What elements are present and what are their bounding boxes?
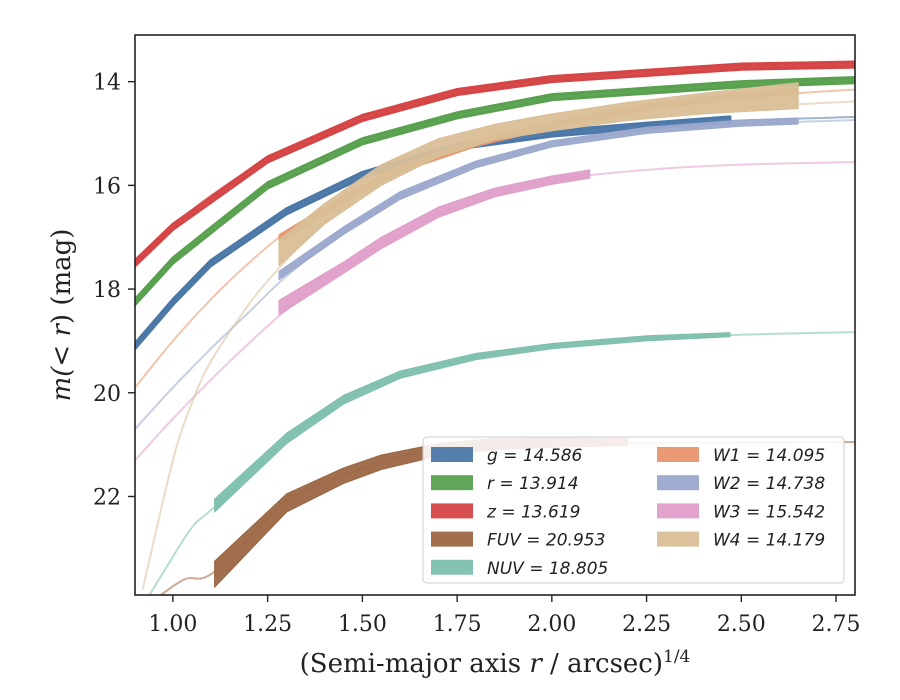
series-w2-band <box>278 117 799 281</box>
legend-swatch-w3 <box>657 503 699 519</box>
legend-label-w3: W3 = 15.542 <box>713 502 825 522</box>
x-tick-label: 2.00 <box>527 612 576 637</box>
x-tick-label: 2.50 <box>717 612 766 637</box>
legend-label-w4: W4 = 14.179 <box>713 531 825 551</box>
series-nuv-band <box>214 332 731 513</box>
x-tick-label: 1.75 <box>433 612 482 637</box>
y-tick-label: 18 <box>93 278 121 303</box>
series-w4-band <box>278 82 799 267</box>
legend-label-nuv: NUV = 18.805 <box>487 559 608 579</box>
legend-swatch-w4 <box>657 531 699 547</box>
x-tick-label: 2.25 <box>622 612 671 637</box>
y-tick-label: 20 <box>93 382 121 407</box>
legend-label-w1: W1 = 14.095 <box>713 446 825 466</box>
legend-swatch-r <box>431 475 473 491</box>
x-tick-label: 2.75 <box>812 612 861 637</box>
series-w3-band <box>278 169 591 316</box>
x-tick-label: 1.00 <box>148 612 197 637</box>
y-axis-ticks: 14 16 18 20 22 <box>93 71 135 510</box>
legend-label-g: g = 14.586 <box>487 446 583 466</box>
legend-label-w2: W2 = 14.738 <box>713 474 825 494</box>
series-w2-model-curve <box>135 119 855 430</box>
legend-label-fuv: FUV = 20.953 <box>487 531 605 551</box>
y-tick-label: 14 <box>93 71 121 96</box>
legend-label-z: z = 13.619 <box>486 502 580 522</box>
series-r-band <box>135 76 855 307</box>
y-tick-label: 22 <box>93 485 121 510</box>
x-axis-label: (Semi-major axis r / arcsec)1/4 <box>300 647 691 679</box>
x-axis-ticks: 1.00 1.25 1.50 1.75 2.00 2.25 2.50 2.75 <box>148 595 861 637</box>
series-nuv <box>148 331 855 595</box>
legend-swatch-z <box>431 503 473 519</box>
series-w2 <box>135 117 855 430</box>
legend-swatch-w2 <box>657 475 699 491</box>
y-axis-label: m(< r) (mag) <box>47 229 77 402</box>
legend-frame <box>422 436 845 584</box>
x-tick-label: 1.50 <box>338 612 387 637</box>
legend-swatch-g <box>431 447 473 462</box>
y-tick-label: 16 <box>93 174 121 199</box>
plot-area <box>135 60 855 595</box>
x-tick-label: 1.25 <box>243 612 292 637</box>
series-r <box>135 76 855 307</box>
series-w4 <box>141 82 855 591</box>
legend-swatch-fuv <box>431 531 473 547</box>
series-z <box>135 60 855 268</box>
series-w3 <box>135 161 855 461</box>
series-z-band <box>135 60 855 268</box>
legend-swatch-w1 <box>657 447 699 462</box>
plot-frame <box>134 34 856 596</box>
legend-swatch-nuv <box>431 559 473 575</box>
legend-label-r: r = 13.914 <box>487 474 579 494</box>
legend: g = 14.586 r = 13.914 z = 13.619 FUV = 20.9… <box>422 436 845 584</box>
